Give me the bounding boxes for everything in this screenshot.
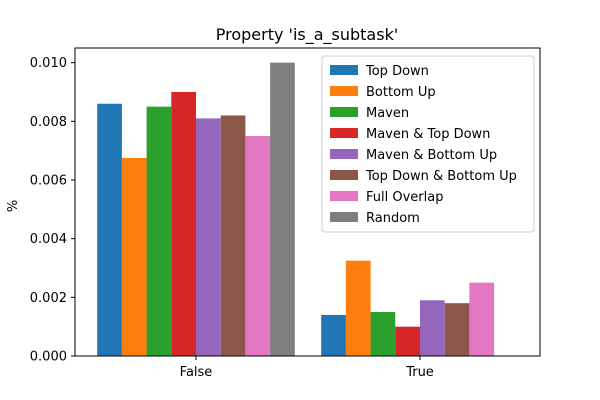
y-axis-label: % bbox=[6, 200, 21, 212]
legend: Top Down Bottom Up Maven Maven & Top Down Ma… bbox=[321, 55, 535, 233]
legend-label: Top Down bbox=[365, 64, 429, 79]
legend-swatch bbox=[330, 212, 358, 222]
legend-swatch bbox=[330, 86, 358, 96]
bar-full-overlap-false bbox=[245, 136, 271, 356]
legend-box bbox=[321, 55, 535, 233]
legend-swatch bbox=[330, 107, 358, 117]
legend-swatch bbox=[330, 149, 358, 159]
bar-maven-false bbox=[146, 106, 172, 356]
chart-title: Property 'is_a_subtask' bbox=[216, 25, 398, 45]
x-tick-label: True bbox=[405, 365, 434, 380]
y-tick-label: 0.002 bbox=[30, 291, 67, 306]
bar-full-overlap-true bbox=[469, 282, 495, 356]
legend-swatch bbox=[330, 65, 358, 75]
axes-frame bbox=[74, 47, 541, 357]
bar-bottom-up-true bbox=[345, 260, 371, 356]
legend-label: Top Down & Bottom Up bbox=[365, 169, 517, 184]
bar-top-down-true bbox=[321, 314, 346, 356]
bar-top-down-bottom-up-false bbox=[220, 115, 246, 356]
y-tick-label: 0.008 bbox=[30, 115, 67, 130]
x-tick-label: False bbox=[180, 365, 213, 380]
y-tick-label: 0.004 bbox=[30, 232, 67, 247]
y-tick-label: 0.000 bbox=[30, 350, 67, 365]
bar-bottom-up-false bbox=[121, 158, 147, 356]
bar-maven-bottom-up-true bbox=[420, 300, 445, 356]
bar-top-down-false bbox=[97, 103, 122, 356]
bar-maven-top-down-true bbox=[395, 326, 420, 356]
legend-label: Maven bbox=[366, 106, 409, 121]
legend-swatch bbox=[330, 191, 358, 201]
bar-maven-top-down-false bbox=[171, 92, 196, 356]
legend-label: Maven & Top Down bbox=[366, 127, 490, 142]
y-tick-label: 0.006 bbox=[30, 174, 67, 189]
bar-top-down-bottom-up-true bbox=[444, 303, 470, 356]
plot-area: 0.000 0.002 0.004 0.006 0.008 0.010 False True bbox=[30, 47, 541, 380]
bar-random-false bbox=[270, 62, 295, 357]
legend-label: Maven & Bottom Up bbox=[366, 148, 497, 163]
bar-maven-true bbox=[370, 312, 396, 356]
legend-label: Bottom Up bbox=[366, 85, 436, 100]
legend-label: Random bbox=[366, 211, 420, 226]
legend-swatch bbox=[330, 128, 358, 138]
legend-swatch bbox=[330, 170, 358, 180]
y-tick-label: 0.010 bbox=[30, 56, 67, 71]
legend-label: Full Overlap bbox=[366, 190, 443, 205]
bar-maven-bottom-up-false bbox=[196, 118, 221, 357]
